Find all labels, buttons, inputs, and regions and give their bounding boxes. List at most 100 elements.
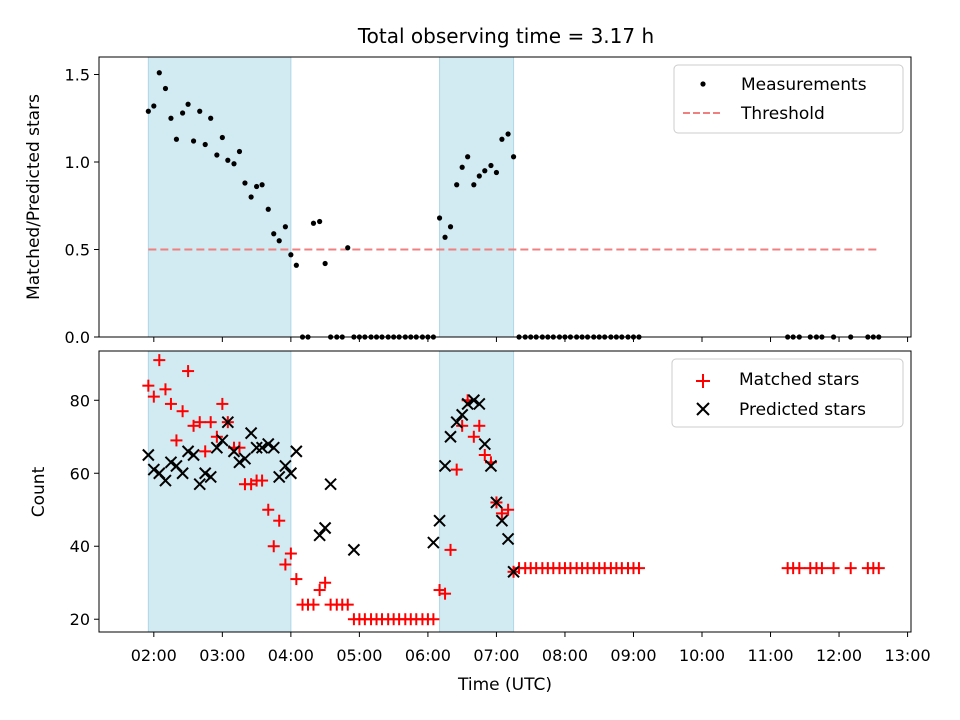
measurement-point (162, 85, 169, 92)
matched-star-point (153, 354, 166, 367)
measurement-point (248, 194, 254, 200)
matched-star-point (427, 613, 440, 626)
matched-star-point (341, 598, 354, 611)
matched-star-point (793, 562, 806, 575)
predicted-star-point (444, 430, 457, 443)
predicted-star-point (142, 448, 155, 462)
measurement-point (197, 108, 203, 114)
measurement-point (454, 182, 460, 188)
measurement-point (254, 183, 260, 190)
matched-star-point (473, 419, 486, 432)
predicted-star-point (279, 459, 292, 473)
matched-star-point (142, 379, 155, 392)
predicted-star-point (467, 394, 481, 407)
predicted-star-point (347, 543, 361, 557)
predicted-star-point (478, 437, 491, 451)
top-y-axis: 0.0 0.5 1.0 1.5 (65, 66, 99, 347)
top-legend: Measurements Threshold (673, 64, 904, 134)
measurement-point (505, 131, 511, 137)
measurement-point (179, 110, 186, 116)
predicted-star-point (147, 463, 161, 476)
legend-measurements-marker (700, 81, 706, 87)
matched-star-point (313, 584, 326, 597)
measurement-point (493, 169, 500, 176)
x-tick-label: 08:00 (542, 646, 588, 665)
predicted-star-point (461, 397, 474, 411)
measurement-point (488, 162, 494, 169)
top-y-tick-label: 0.5 (65, 241, 90, 260)
measurement-point (447, 224, 454, 230)
legend-matched-label: Matched stars (739, 370, 859, 390)
measurement-point (282, 224, 288, 230)
bottom-legend: Matched stars Predicted stars (671, 358, 904, 428)
measurement-point (259, 182, 265, 188)
predicted-star-point (484, 459, 498, 473)
predicted-star-point (244, 426, 258, 440)
measurement-point (499, 136, 505, 142)
predicted-star-point (193, 477, 206, 491)
predicted-star-point (164, 456, 178, 469)
top-shaded-region-0 (147, 56, 292, 338)
chart-title: Total observing time = 3.17 h (357, 24, 654, 48)
predicted-star-point (313, 529, 326, 542)
legend-predicted-label: Predicted stars (739, 400, 866, 420)
predicted-star-point (495, 514, 509, 527)
measurement-point (236, 148, 243, 155)
matched-star-point (147, 390, 160, 403)
bottom-y-tick-label: 40 (70, 537, 90, 556)
measurement-point (317, 218, 323, 225)
matched-star-point (450, 463, 463, 476)
bottom-x-axis: 02:00 03:00 04:00 05:00 06:00 07:00 08:00 09:00… (131, 632, 931, 665)
predicted-star-point (455, 408, 469, 422)
top-axes-frame (98, 56, 912, 338)
legend-matched-marker (696, 374, 710, 388)
matched-star-point (176, 405, 189, 418)
matched-star-point (182, 365, 195, 378)
predicted-star-point (238, 452, 252, 465)
measurement-point (190, 138, 197, 144)
bottom-axes-frame (98, 350, 912, 633)
x-tick-label: 11:00 (747, 646, 793, 665)
legend-measurements-label: Measurements (741, 75, 867, 95)
legend-predicted-marker (696, 402, 710, 416)
measurement-point (442, 234, 448, 240)
matched-star-point (273, 514, 286, 527)
x-tick-label: 10:00 (679, 646, 725, 665)
measurement-point (271, 231, 277, 237)
x-tick-label: 04:00 (268, 646, 314, 665)
predicted-star-point (250, 441, 263, 454)
predicted-star-point (233, 456, 246, 469)
bottom-y-tick-label: 20 (70, 610, 90, 629)
x-tick-label: 13:00 (885, 646, 931, 665)
measurement-point (202, 141, 208, 148)
matched-star-point (216, 397, 229, 410)
measurement-point (482, 168, 488, 174)
matched-star-point (444, 543, 457, 556)
measurement-point (459, 164, 465, 170)
bottom-y-axis-label: Count (29, 466, 49, 517)
x-tick-label: 07:00 (473, 646, 519, 665)
predicted-star-point (199, 467, 212, 480)
measurement-point (265, 206, 271, 212)
bottom-shaded-region-1 (439, 350, 515, 633)
matched-star-point (256, 474, 269, 487)
matched-star-point (307, 598, 320, 611)
predicted-star-point (176, 467, 189, 480)
matched-star-point (290, 573, 303, 586)
matched-star-point (210, 430, 223, 443)
matched-star-point (204, 416, 217, 429)
x-tick-label: 05:00 (336, 646, 382, 665)
predicted-star-point (262, 437, 275, 451)
measurement-point (225, 157, 231, 163)
predicted-star-point (267, 441, 280, 454)
matched-star-point (815, 562, 828, 575)
predicted-stars-series (142, 394, 520, 578)
measurement-point (231, 161, 237, 167)
matched-star-point (827, 562, 840, 575)
x-tick-label: 09:00 (610, 646, 656, 665)
bottom-y-tick-label: 60 (70, 464, 90, 483)
measurement-point (214, 152, 220, 158)
predicted-star-point (159, 474, 172, 487)
